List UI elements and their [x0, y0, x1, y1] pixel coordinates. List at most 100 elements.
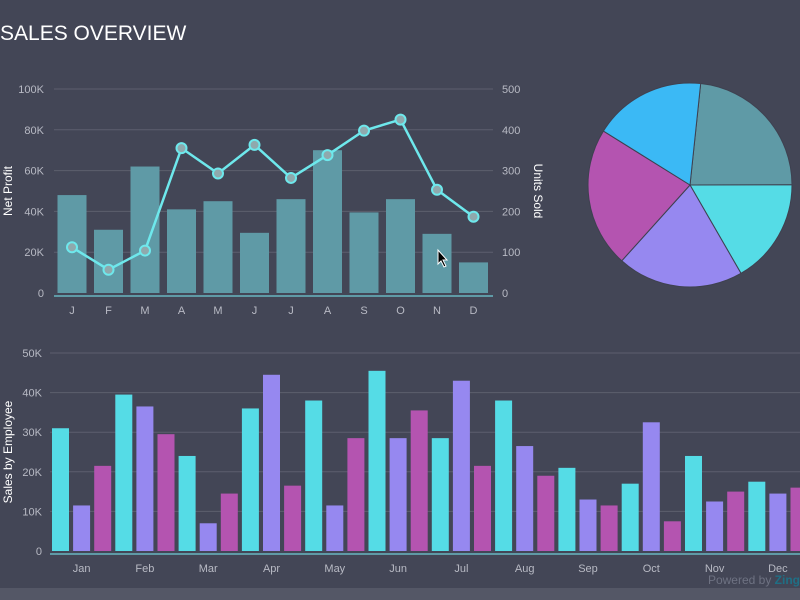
units-marker — [431, 183, 443, 196]
y-tick-label: 80K — [24, 125, 44, 137]
profit-bar — [130, 166, 160, 293]
x-axis-line — [50, 553, 800, 555]
x-tick-label: Apr — [263, 563, 280, 575]
y-tick-label: 40K — [24, 206, 44, 218]
y-tick-label: 100K — [18, 84, 44, 96]
employee-bar — [136, 406, 154, 551]
page-title: SALES OVERVIEW — [0, 22, 187, 45]
employee-bar — [727, 491, 745, 551]
employee-bar — [748, 481, 766, 551]
x-tick-label: Jul — [454, 563, 468, 575]
employee-bar — [621, 483, 639, 551]
employee-bar — [495, 400, 513, 551]
employee-bar — [284, 485, 302, 551]
employee-bar — [52, 428, 69, 551]
employee-bar — [115, 394, 133, 551]
powered-by-text: Powered by — [707, 573, 772, 587]
y-tick-label: 20K — [22, 467, 42, 479]
pie-slice — [689, 184, 793, 275]
profit-bar — [386, 199, 415, 293]
profit-bar — [313, 150, 342, 293]
units-marker — [285, 171, 297, 184]
x-tick-label: M — [140, 305, 149, 317]
profit-bar — [94, 229, 123, 293]
x-tick-label: A — [178, 305, 186, 317]
x-tick-label: Feb — [135, 563, 154, 575]
employee-bar — [220, 493, 238, 551]
employee-bar — [600, 505, 618, 551]
mouse-cursor-icon — [437, 248, 449, 268]
x-tick-label: F — [105, 305, 112, 317]
employee-bar — [73, 505, 91, 551]
units-marker — [321, 149, 334, 162]
employee-bar — [452, 380, 470, 551]
x-axis-line — [54, 295, 493, 297]
pie-slice — [587, 130, 691, 262]
y2-tick-label: 300 — [502, 166, 520, 178]
y-tick-label: 50K — [22, 348, 42, 360]
employee-bar — [263, 374, 280, 551]
pie-slice — [621, 184, 742, 288]
y-axis-title: Sales by Employee — [1, 400, 15, 503]
units-marker — [212, 167, 224, 180]
y-tick-label: 0 — [38, 288, 44, 300]
y2-axis-title: Units Sold — [531, 164, 545, 219]
employee-bar — [94, 465, 112, 551]
y-tick-label: 30K — [22, 427, 42, 439]
employee-bar — [706, 501, 724, 551]
y-axis-title: Net Profit — [1, 165, 15, 216]
x-tick-label: Mar — [199, 563, 218, 575]
employee-bar — [368, 370, 386, 551]
x-tick-label: N — [433, 305, 441, 317]
employee-bar — [389, 438, 407, 551]
y-tick-label: 10K — [22, 506, 42, 518]
profit-bar — [203, 201, 233, 293]
x-tick-label: Sep — [578, 563, 598, 575]
x-tick-label: Jan — [73, 563, 91, 575]
y-tick-label: 20K — [24, 247, 44, 259]
employee-bar — [474, 465, 491, 551]
y2-tick-label: 200 — [502, 206, 520, 218]
employee-bar — [431, 438, 449, 551]
units-marker — [139, 244, 151, 257]
x-tick-label: Nov — [705, 563, 725, 575]
profit-bar — [459, 262, 488, 293]
x-tick-label: D — [470, 305, 478, 317]
x-tick-label: M — [213, 305, 222, 317]
employee-bar — [157, 434, 175, 551]
employee-bar — [241, 408, 259, 551]
y2-tick-label: 400 — [502, 125, 520, 137]
x-tick-label: Jun — [389, 563, 407, 575]
profit-bar — [240, 232, 269, 293]
profit-bar — [276, 199, 306, 293]
powered-by-brand: Zing — [774, 573, 800, 587]
employee-bar — [790, 487, 800, 551]
powered-by[interactable]: Powered by Zing — [708, 573, 800, 587]
employee-bar — [516, 446, 534, 551]
units-marker — [394, 113, 407, 126]
y2-tick-label: 100 — [502, 247, 520, 259]
y2-tick-label: 500 — [502, 84, 520, 96]
profit-bar — [167, 209, 196, 293]
pie-slice — [689, 83, 793, 186]
employee-bar — [663, 521, 681, 551]
x-tick-label: A — [324, 305, 332, 317]
employee-bar — [326, 505, 344, 551]
employee-bar — [347, 438, 365, 551]
employee-bar — [685, 455, 702, 551]
employee-bar — [642, 422, 660, 551]
units-marker — [358, 124, 370, 137]
employee-bar — [410, 410, 428, 551]
y-tick-label: 60K — [24, 166, 44, 178]
units-marker — [467, 210, 480, 223]
x-tick-label: May — [324, 563, 345, 575]
units-marker — [102, 263, 115, 276]
y-tick-label: 40K — [22, 388, 42, 400]
employee-bar — [537, 475, 555, 551]
x-tick-label: J — [252, 305, 258, 317]
units-line — [71, 118, 475, 272]
y-tick-label: 0 — [36, 546, 42, 558]
x-tick-label: Dec — [768, 563, 788, 575]
employee-bar — [305, 400, 323, 551]
